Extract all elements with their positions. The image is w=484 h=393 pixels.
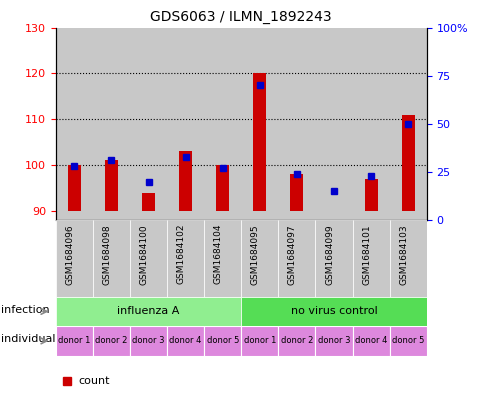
- Text: infection: infection: [1, 305, 50, 315]
- Text: GSM1684104: GSM1684104: [213, 224, 222, 285]
- Bar: [389, 326, 426, 356]
- Text: GSM1684103: GSM1684103: [398, 224, 408, 285]
- Bar: [93, 326, 130, 356]
- Bar: [352, 28, 389, 220]
- Bar: [290, 174, 303, 211]
- Text: donor 1: donor 1: [243, 336, 275, 345]
- Bar: [166, 220, 204, 297]
- Text: GSM1684096: GSM1684096: [65, 224, 74, 285]
- Bar: [315, 220, 352, 297]
- Text: donor 1: donor 1: [58, 336, 91, 345]
- Text: donor 3: donor 3: [317, 336, 349, 345]
- Bar: [241, 220, 278, 297]
- Bar: [166, 28, 204, 220]
- Bar: [204, 326, 241, 356]
- Bar: [56, 297, 241, 326]
- Text: influenza A: influenza A: [117, 307, 180, 316]
- Bar: [241, 297, 426, 326]
- Bar: [166, 326, 204, 356]
- Text: GSM1684101: GSM1684101: [362, 224, 370, 285]
- Bar: [204, 28, 241, 220]
- Text: count: count: [78, 376, 109, 386]
- Bar: [130, 28, 166, 220]
- Bar: [278, 326, 315, 356]
- Bar: [56, 326, 93, 356]
- Bar: [68, 165, 81, 211]
- Bar: [204, 220, 241, 297]
- Bar: [130, 220, 166, 297]
- Bar: [130, 326, 166, 356]
- Text: no virus control: no virus control: [290, 307, 377, 316]
- Bar: [241, 28, 278, 220]
- Bar: [352, 326, 389, 356]
- Bar: [389, 28, 426, 220]
- Bar: [93, 28, 130, 220]
- Text: GSM1684102: GSM1684102: [176, 224, 185, 285]
- Text: GSM1684097: GSM1684097: [287, 224, 296, 285]
- Text: GSM1684100: GSM1684100: [139, 224, 148, 285]
- Bar: [278, 220, 315, 297]
- Text: GSM1684098: GSM1684098: [102, 224, 111, 285]
- Bar: [389, 220, 426, 297]
- Bar: [401, 115, 414, 211]
- Bar: [105, 160, 118, 211]
- Bar: [253, 73, 266, 211]
- Bar: [241, 326, 278, 356]
- Bar: [56, 220, 93, 297]
- Bar: [364, 179, 377, 211]
- Text: GSM1684099: GSM1684099: [324, 224, 333, 285]
- Text: donor 3: donor 3: [132, 336, 165, 345]
- Text: donor 4: donor 4: [354, 336, 387, 345]
- Bar: [216, 165, 229, 211]
- Text: donor 2: donor 2: [95, 336, 127, 345]
- Text: individual: individual: [1, 334, 56, 344]
- Bar: [142, 193, 155, 211]
- Bar: [93, 220, 130, 297]
- Bar: [278, 28, 315, 220]
- Bar: [315, 28, 352, 220]
- Text: donor 5: donor 5: [206, 336, 239, 345]
- Title: GDS6063 / ILMN_1892243: GDS6063 / ILMN_1892243: [150, 10, 332, 24]
- Bar: [315, 326, 352, 356]
- Text: donor 2: donor 2: [280, 336, 313, 345]
- Text: donor 4: donor 4: [169, 336, 201, 345]
- Bar: [179, 151, 192, 211]
- Bar: [56, 28, 93, 220]
- Text: GSM1684095: GSM1684095: [250, 224, 259, 285]
- Text: donor 5: donor 5: [391, 336, 424, 345]
- Bar: [352, 220, 389, 297]
